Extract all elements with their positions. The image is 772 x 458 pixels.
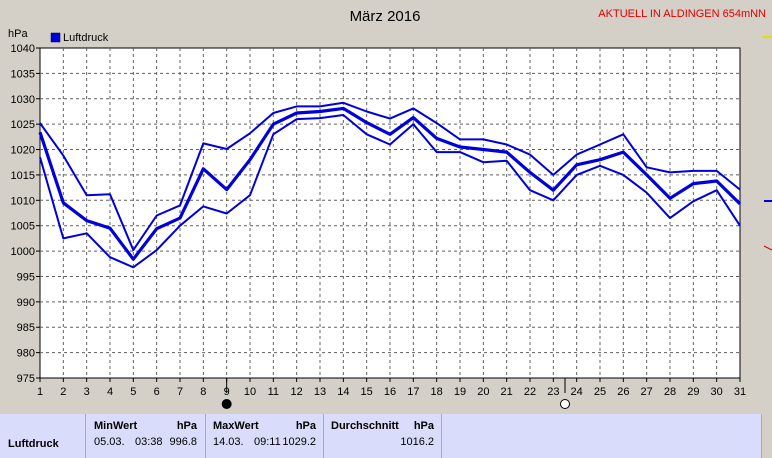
x-tick-label: 29 [687,386,699,398]
y-tick-label: 1005 [11,221,35,233]
y-tick-label: 1010 [11,195,35,207]
x-tick-label: 22 [524,386,536,398]
x-tick-label: 4 [107,386,113,398]
avg-unit: hPa [413,420,434,432]
y-tick-label: 995 [17,271,35,283]
series-line-min [39,114,741,269]
max-date: 14.03. [213,436,244,448]
legend-label: Luftdruck [63,32,109,44]
y-tick-label: 1030 [11,94,35,106]
legend-swatch [50,32,61,43]
min-label: MinWert [94,420,138,432]
x-tick-label: 1 [37,386,43,398]
series-line-max [39,101,741,252]
y-tick-label: 980 [17,348,35,360]
max-unit: hPa [295,420,316,432]
min-time: 03:38 [135,436,163,448]
y-axis-unit: hPa [8,28,28,40]
x-tick-label: 26 [617,386,629,398]
series-group [38,101,742,269]
avg-label: Durchschnitt [331,420,399,432]
x-tick-label: 12 [291,386,303,398]
x-tick-label: 30 [711,386,723,398]
series-line-mean [38,106,742,261]
x-tick-label: 27 [641,386,653,398]
station-label: AKTUELL IN ALDINGEN 654mNN [598,8,766,20]
x-tick-label: 11 [268,386,279,398]
x-tick-label: 24 [571,386,583,398]
x-tick-label: 15 [361,386,373,398]
max-time: 09:11 [254,436,281,448]
y-tick-label: 1040 [11,43,35,55]
stats-row-label-cell: Luftdruck [0,414,86,458]
x-tick-label: 7 [177,386,183,398]
y-tick-label: 1000 [11,246,35,258]
y-tick-label: 1020 [11,145,35,157]
edge-mark-red [763,245,772,251]
stats-row-label: Luftdruck [8,438,59,450]
x-tick-label: 10 [244,386,256,398]
avg-value: 1016.2 [400,436,434,448]
y-tick-label: 1025 [11,119,35,131]
x-tick-label: 6 [154,386,160,398]
x-tick-label: 2 [60,386,66,398]
moon-markers [221,378,570,409]
max-label: MaxWert [213,420,259,432]
avg-value-cell: Durchschnitt hPa 1016.2 [324,414,442,458]
x-tick-label: 21 [501,386,513,398]
y-tick-label: 1015 [11,170,35,182]
max-value: 1029.2 [282,436,316,448]
stats-empty-cell [442,414,762,458]
min-value-cell: MinWert hPa 05.03. 03:38 996.8 [86,414,206,458]
x-tick-label: 25 [594,386,606,398]
max-value-cell: MaxWert hPa 14.03. 09:11 1029.2 [206,414,324,458]
x-tick-label: 17 [407,386,419,398]
x-tick-label: 18 [431,386,443,398]
axis-labels: 9759809859909951000100510101015102010251… [11,43,747,398]
x-tick-label: 20 [477,386,489,398]
y-tick-label: 990 [17,297,35,309]
pressure-chart: März 2016 AKTUELL IN ALDINGEN 654mNN hPa… [8,8,772,409]
x-tick-label: 23 [547,386,559,398]
x-tick-label: 14 [337,386,349,398]
x-tick-label: 28 [664,386,676,398]
x-tick-label: 5 [130,386,136,398]
stats-panel: Luftdruck MinWert hPa 05.03. 03:38 996.8… [0,414,772,458]
x-tick-label: 13 [314,386,326,398]
x-tick-label: 31 [734,386,746,398]
y-tick-label: 985 [17,322,35,334]
y-tick-label: 1035 [11,68,35,80]
x-tick-label: 16 [384,386,396,398]
min-date: 05.03. [94,436,125,448]
x-tick-label: 8 [200,386,206,398]
chart-title: März 2016 [350,8,421,25]
right-edge-indicators [762,36,772,251]
x-tick-label: 3 [84,386,90,398]
new-moon-icon [221,399,232,409]
full-moon-icon [560,399,570,409]
x-tick-label: 19 [454,386,466,398]
y-tick-label: 975 [17,373,35,385]
min-value: 996.8 [169,436,197,448]
min-unit: hPa [176,420,197,432]
grid [40,48,740,378]
